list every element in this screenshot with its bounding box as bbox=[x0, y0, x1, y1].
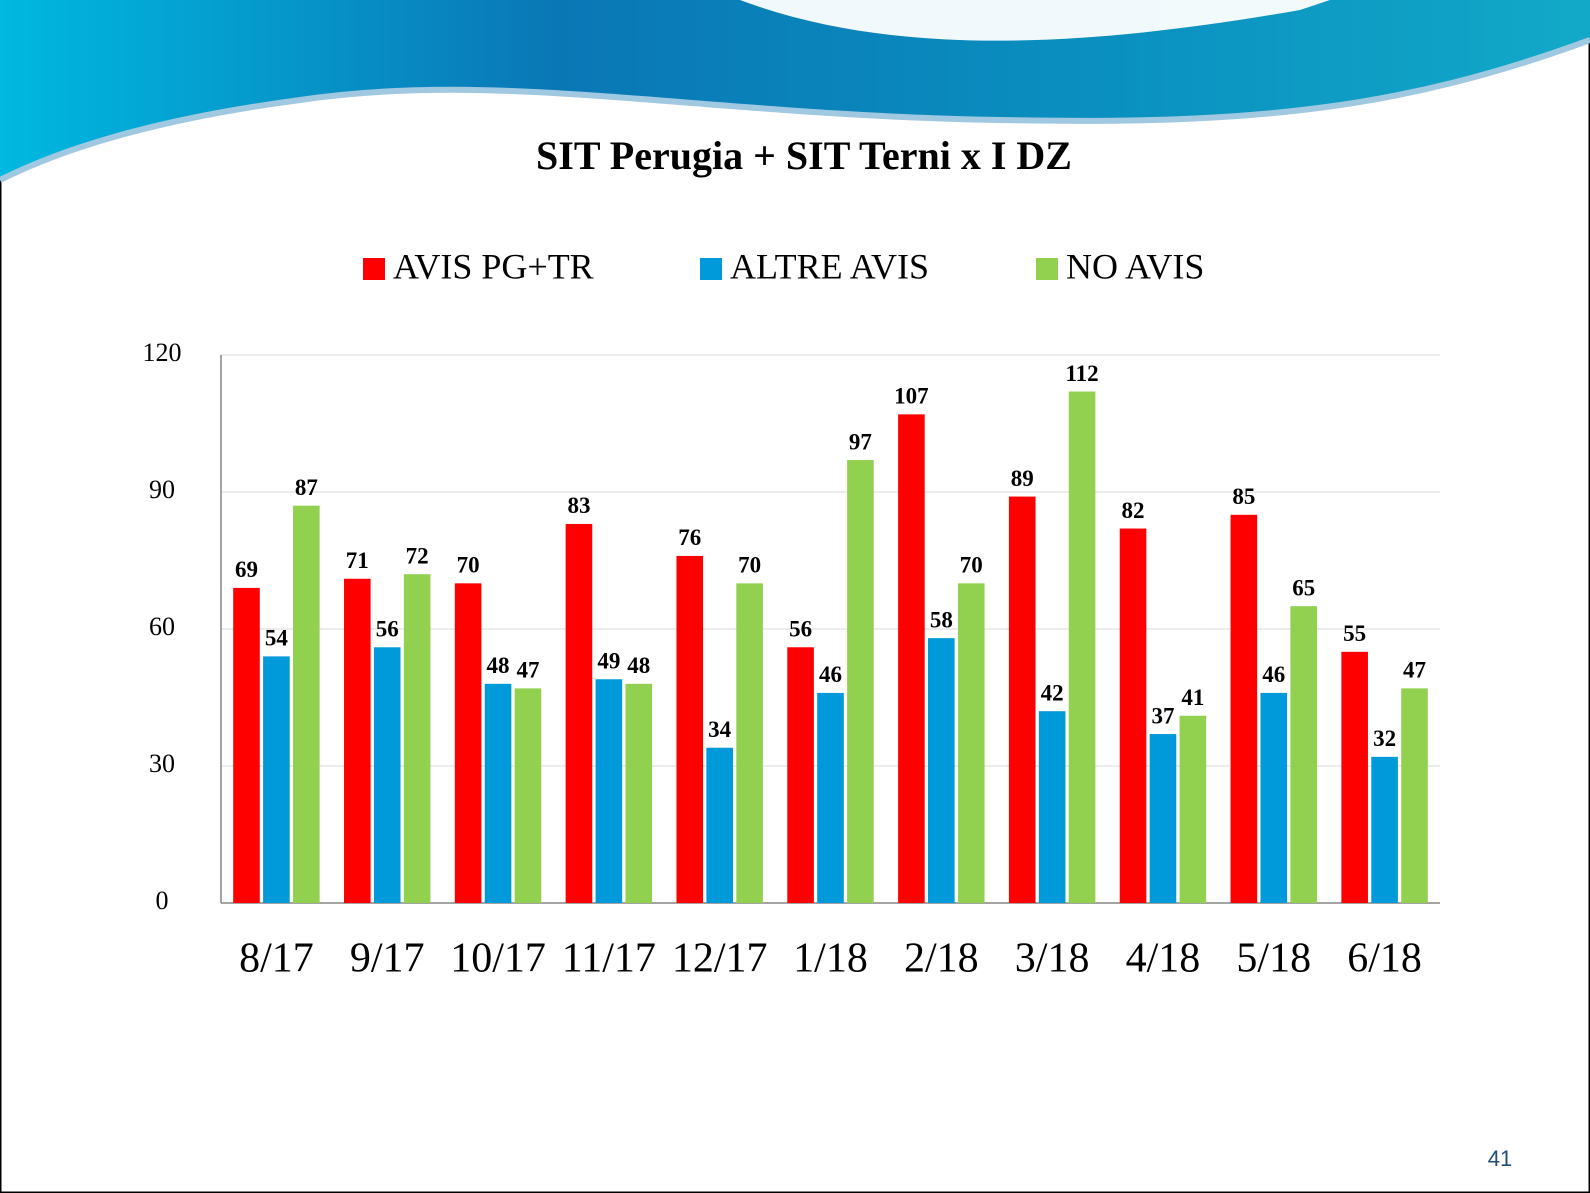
data-label: 82 bbox=[1122, 498, 1145, 523]
bar bbox=[233, 588, 260, 903]
slide: SIT Perugia + SIT Terni x I DZ 41 0 30 60 9… bbox=[0, 0, 1590, 1193]
y-tick-label: 60 bbox=[149, 612, 175, 641]
data-label: 54 bbox=[265, 626, 289, 651]
data-label: 42 bbox=[1041, 680, 1064, 705]
bar bbox=[404, 574, 431, 903]
bar bbox=[817, 693, 844, 903]
data-label: 48 bbox=[627, 653, 650, 678]
data-label: 97 bbox=[849, 429, 872, 454]
bar bbox=[1341, 652, 1368, 903]
bar bbox=[374, 647, 401, 903]
bar bbox=[485, 684, 512, 903]
bar bbox=[736, 583, 763, 903]
x-tick-label: 3/18 bbox=[1015, 936, 1090, 982]
data-label: 48 bbox=[487, 653, 510, 678]
x-tick-label: 9/17 bbox=[350, 936, 425, 982]
data-label: 70 bbox=[457, 553, 480, 578]
data-label: 71 bbox=[346, 548, 369, 573]
x-tick-label: 11/17 bbox=[562, 936, 656, 982]
data-label: 58 bbox=[930, 607, 953, 632]
bar bbox=[263, 656, 290, 903]
data-label: 46 bbox=[819, 662, 842, 687]
bar bbox=[898, 414, 925, 903]
data-label: 107 bbox=[894, 384, 929, 409]
data-label: 56 bbox=[789, 617, 812, 642]
x-tick-label: 10/17 bbox=[450, 936, 546, 982]
bar bbox=[566, 524, 593, 903]
bar bbox=[1069, 392, 1096, 903]
legend-label: AVIS PG+TR bbox=[393, 246, 594, 286]
y-tick-label: 120 bbox=[143, 338, 182, 367]
data-label: 70 bbox=[738, 553, 761, 578]
bar bbox=[1231, 515, 1258, 903]
data-label: 49 bbox=[597, 649, 620, 674]
x-tick-label: 4/18 bbox=[1126, 936, 1201, 982]
bar bbox=[958, 583, 985, 903]
data-label: 85 bbox=[1232, 484, 1255, 509]
bar bbox=[1180, 716, 1207, 903]
x-tick-label: 6/18 bbox=[1347, 936, 1422, 982]
y-tick-label: 30 bbox=[149, 749, 175, 778]
data-label: 34 bbox=[708, 717, 732, 742]
bar bbox=[1260, 693, 1287, 903]
bar bbox=[847, 460, 874, 903]
bar bbox=[515, 688, 542, 903]
y-tick-label: 0 bbox=[156, 886, 169, 915]
data-label: 70 bbox=[960, 553, 983, 578]
legend-swatch bbox=[1036, 258, 1058, 280]
bar bbox=[1120, 529, 1147, 903]
legend-label: NO AVIS bbox=[1066, 246, 1204, 286]
bar bbox=[293, 506, 320, 903]
bar bbox=[344, 579, 371, 903]
bar bbox=[1009, 497, 1036, 903]
data-label: 47 bbox=[1403, 658, 1426, 683]
data-label: 112 bbox=[1065, 361, 1098, 386]
y-tick-label: 90 bbox=[149, 475, 175, 504]
legend-swatch bbox=[700, 258, 722, 280]
bar bbox=[787, 647, 814, 903]
bar bbox=[1371, 757, 1398, 903]
x-tick-label: 12/17 bbox=[672, 936, 768, 982]
bar bbox=[1150, 734, 1177, 903]
data-label: 46 bbox=[1262, 662, 1285, 687]
bar bbox=[1039, 711, 1066, 903]
data-label: 89 bbox=[1011, 466, 1034, 491]
data-label: 47 bbox=[516, 658, 539, 683]
bar bbox=[1290, 606, 1317, 903]
data-label: 65 bbox=[1292, 575, 1315, 600]
data-label: 72 bbox=[406, 543, 429, 568]
bar bbox=[596, 679, 623, 903]
data-label: 56 bbox=[376, 617, 399, 642]
data-label: 41 bbox=[1181, 685, 1204, 710]
data-label: 37 bbox=[1151, 703, 1174, 728]
chart-title: SIT Perugia + SIT Terni x I DZ bbox=[536, 133, 1072, 178]
x-tick-label: 5/18 bbox=[1236, 936, 1311, 982]
bar bbox=[455, 583, 482, 903]
bar bbox=[706, 748, 733, 903]
legend-label: ALTRE AVIS bbox=[730, 246, 929, 286]
bar bbox=[1401, 688, 1428, 903]
bar bbox=[676, 556, 703, 903]
x-tick-label: 1/18 bbox=[793, 936, 868, 982]
data-label: 69 bbox=[235, 557, 258, 582]
bar bbox=[625, 684, 652, 903]
data-label: 87 bbox=[295, 475, 318, 500]
legend-swatch bbox=[363, 258, 385, 280]
data-label: 32 bbox=[1373, 726, 1396, 751]
data-label: 76 bbox=[678, 525, 701, 550]
data-label: 55 bbox=[1343, 621, 1366, 646]
bar bbox=[928, 638, 955, 903]
data-label: 83 bbox=[567, 493, 590, 518]
page-number: 41 bbox=[1488, 1146, 1512, 1171]
x-tick-label: 8/17 bbox=[239, 936, 314, 982]
x-tick-label: 2/18 bbox=[904, 936, 979, 982]
